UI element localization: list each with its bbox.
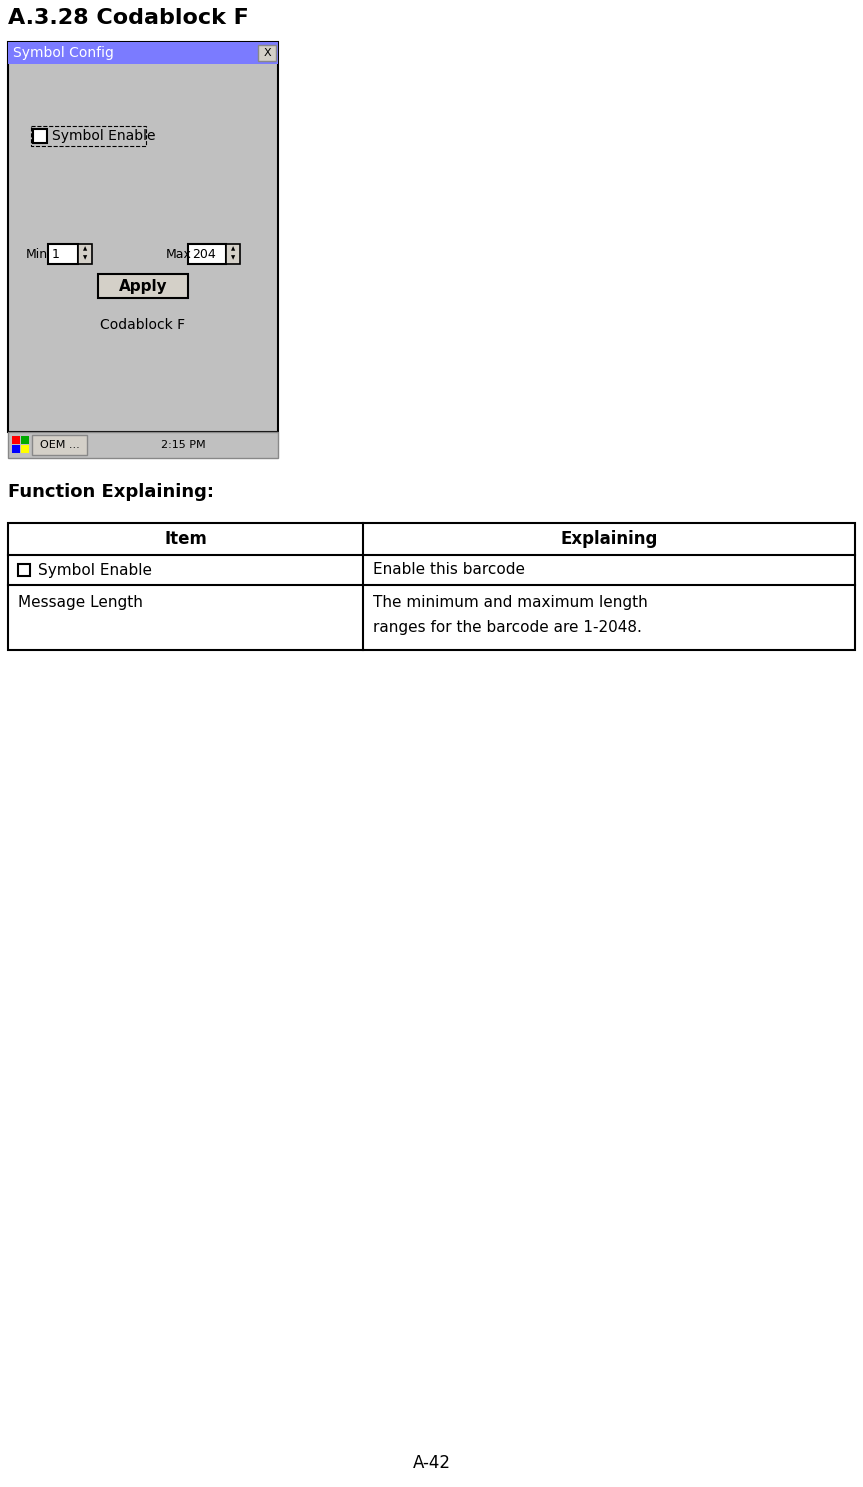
Bar — [226, 244, 240, 265]
Bar — [8, 523, 855, 650]
Text: Function Explaining:: Function Explaining: — [8, 483, 214, 501]
Bar — [21, 445, 29, 454]
Text: ▼: ▼ — [83, 256, 87, 260]
Bar — [12, 445, 20, 454]
Text: Enable this barcode: Enable this barcode — [373, 562, 525, 577]
Text: Explaining: Explaining — [560, 529, 658, 549]
Bar — [31, 126, 146, 146]
Bar — [98, 274, 188, 297]
Bar — [12, 436, 20, 445]
Text: ▼: ▼ — [231, 256, 235, 260]
Text: A.3.28 Codablock F: A.3.28 Codablock F — [8, 7, 249, 28]
Text: 204: 204 — [192, 247, 216, 260]
Text: 1: 1 — [52, 247, 60, 260]
Text: ▲: ▲ — [231, 247, 235, 251]
Text: Min: Min — [26, 247, 48, 260]
Text: Max: Max — [166, 247, 192, 260]
Bar — [188, 244, 226, 265]
Bar — [78, 244, 92, 265]
Text: Apply: Apply — [119, 278, 167, 293]
Bar — [8, 433, 278, 458]
Bar — [48, 244, 78, 265]
Bar — [33, 129, 47, 143]
Bar — [18, 564, 30, 575]
Text: ▲: ▲ — [83, 247, 87, 251]
Bar — [32, 436, 87, 455]
Text: X: X — [263, 48, 271, 58]
Text: Item: Item — [164, 529, 207, 549]
Text: ranges for the barcode are 1-2048.: ranges for the barcode are 1-2048. — [373, 620, 642, 635]
Text: 2:15 PM: 2:15 PM — [161, 440, 205, 451]
Text: OEM ...: OEM ... — [40, 440, 79, 451]
Text: Symbol Config: Symbol Config — [13, 46, 114, 59]
Bar — [8, 42, 278, 64]
Bar — [21, 436, 29, 445]
Text: Symbol Enable: Symbol Enable — [38, 562, 152, 577]
Text: Symbol Enable: Symbol Enable — [52, 129, 155, 143]
Text: The minimum and maximum length: The minimum and maximum length — [373, 595, 648, 610]
Text: Message Length: Message Length — [18, 595, 143, 610]
Text: A-42: A-42 — [413, 1454, 450, 1472]
Text: Codablock F: Codablock F — [100, 318, 186, 332]
Bar — [258, 45, 276, 61]
Bar — [8, 42, 278, 433]
